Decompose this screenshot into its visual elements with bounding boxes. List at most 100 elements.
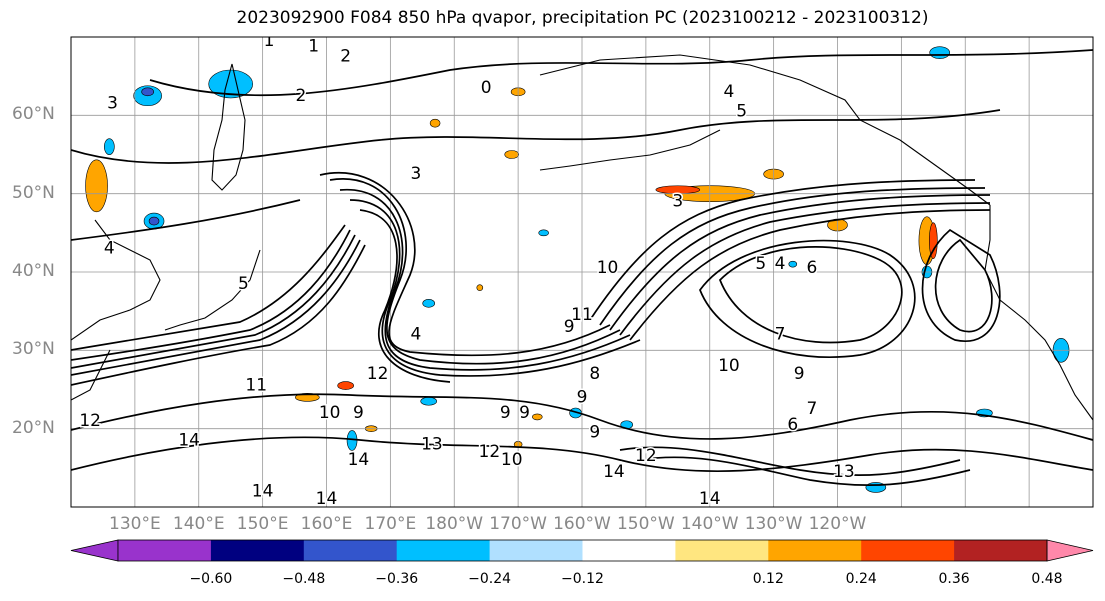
contour-line <box>71 436 1093 473</box>
colorbar-segment <box>489 540 583 561</box>
precipitation-patch <box>337 381 354 390</box>
precipitation-patch <box>929 46 951 59</box>
contour-label: 14 <box>178 430 200 450</box>
longitude-label: 180°W <box>425 514 484 534</box>
precipitation-patch <box>429 118 441 128</box>
alaska-coastline <box>539 54 991 206</box>
contour-label: 4 <box>411 325 422 345</box>
colorbar-tick-label: −0.60 <box>189 571 233 587</box>
contour-line <box>629 209 991 341</box>
colorbar-segment <box>582 540 676 561</box>
contour-line <box>349 199 641 377</box>
contour-line <box>71 224 346 351</box>
contour-label: 14 <box>603 462 625 482</box>
contour-label: 10 <box>597 258 619 278</box>
contour-label: 9 <box>589 423 600 443</box>
precipitation-patch <box>788 260 798 268</box>
colorbar-tick-label: −0.12 <box>561 571 604 587</box>
precipitation-patch <box>85 159 108 213</box>
colorbar-segment <box>768 540 862 561</box>
contour-label: 8 <box>589 364 600 384</box>
contour-label: 2 <box>296 86 307 106</box>
longitude-label: 150°W <box>616 514 675 534</box>
precipitation-patch <box>929 222 938 259</box>
contour-label: 9 <box>564 317 575 337</box>
precipitation-patch <box>422 299 436 308</box>
colorbar-outline <box>117 539 1048 562</box>
asia-coastline <box>71 219 161 341</box>
contour-line <box>71 109 1001 164</box>
graticule <box>71 37 1093 507</box>
colorbar-tick-label: 0.36 <box>938 571 970 587</box>
longitude-label: 130°E <box>109 514 161 534</box>
contour-line <box>71 244 366 386</box>
contour-line <box>149 49 1093 97</box>
contour-label: 9 <box>500 403 511 423</box>
contour-label: 4 <box>104 239 115 259</box>
contour-label: 9 <box>353 403 364 423</box>
contour-label: 1 <box>308 36 319 56</box>
longitude-label: 160°E <box>300 514 353 534</box>
precipitation-patch <box>295 393 320 402</box>
longitude-label: 120°W <box>808 514 867 534</box>
contour-label: 5 <box>238 274 249 294</box>
contour-line <box>639 456 971 487</box>
colorbar-extend-low <box>70 539 119 562</box>
contour-line <box>71 229 351 361</box>
precipitation-patch <box>504 150 520 159</box>
contour-label: 10 <box>319 403 341 423</box>
contour-line <box>619 202 991 336</box>
contour-label: 2 <box>340 47 351 67</box>
latitude-label: 60°N <box>12 104 55 125</box>
longitude-label: 170°E <box>364 514 417 534</box>
contour-label: 10 <box>501 450 523 470</box>
contour-label: 3 <box>411 164 422 184</box>
kamchatka-coastline <box>211 63 246 191</box>
contour-line <box>71 234 356 369</box>
precipitation-patch <box>141 87 154 97</box>
japan-coastline <box>164 249 261 331</box>
contour-line <box>71 199 301 241</box>
map-frame-border <box>70 36 1094 508</box>
colorbar-segment <box>954 540 1048 561</box>
colorbar-extend-high <box>1046 539 1094 562</box>
contour-label: 14 <box>699 489 721 509</box>
precipitation-patch <box>538 229 549 237</box>
contour-label: 5 <box>755 254 766 274</box>
colorbar-tick-label: −0.36 <box>375 571 419 587</box>
contour-label: 11 <box>245 376 267 396</box>
colorbar-tick-label: 0.24 <box>845 571 877 587</box>
latitude-label: 20°N <box>12 417 55 438</box>
contour-line <box>71 239 361 376</box>
coastlines <box>71 54 1093 421</box>
colorbar-segment <box>118 540 212 561</box>
contour-label: 3 <box>107 94 118 114</box>
contour-line <box>699 239 916 359</box>
contour-line <box>319 172 611 357</box>
precipitation-patch <box>531 413 543 421</box>
colorbar <box>70 539 1094 562</box>
contour-label: 14 <box>316 489 338 509</box>
contour-label: 14 <box>348 450 370 470</box>
contour-line <box>934 238 993 333</box>
longitude-label: 170°W <box>489 514 547 534</box>
contour-line <box>609 194 991 331</box>
precipitation-patch <box>148 216 160 226</box>
contour-line <box>589 179 976 321</box>
contour-label: 11 <box>571 305 593 325</box>
contour-label: 0 <box>481 78 492 98</box>
colorbar-segment <box>675 540 769 561</box>
latitude-label: 30°N <box>12 339 55 360</box>
contour-label: 9 <box>519 403 530 423</box>
contour-label: 12 <box>367 364 389 384</box>
contour-label: 6 <box>787 415 798 435</box>
colorbar-segment <box>210 540 305 561</box>
contour-label: 7 <box>807 399 818 419</box>
longitude-label: 140°E <box>172 514 225 534</box>
colorbar-tick-label: 0.48 <box>1031 571 1063 587</box>
contour-label: 14 <box>252 481 274 501</box>
contour-label: 1 <box>264 31 275 51</box>
contour-label: 13 <box>421 434 443 454</box>
contour-label: 12 <box>79 411 101 431</box>
colorbar-segment <box>861 540 955 561</box>
